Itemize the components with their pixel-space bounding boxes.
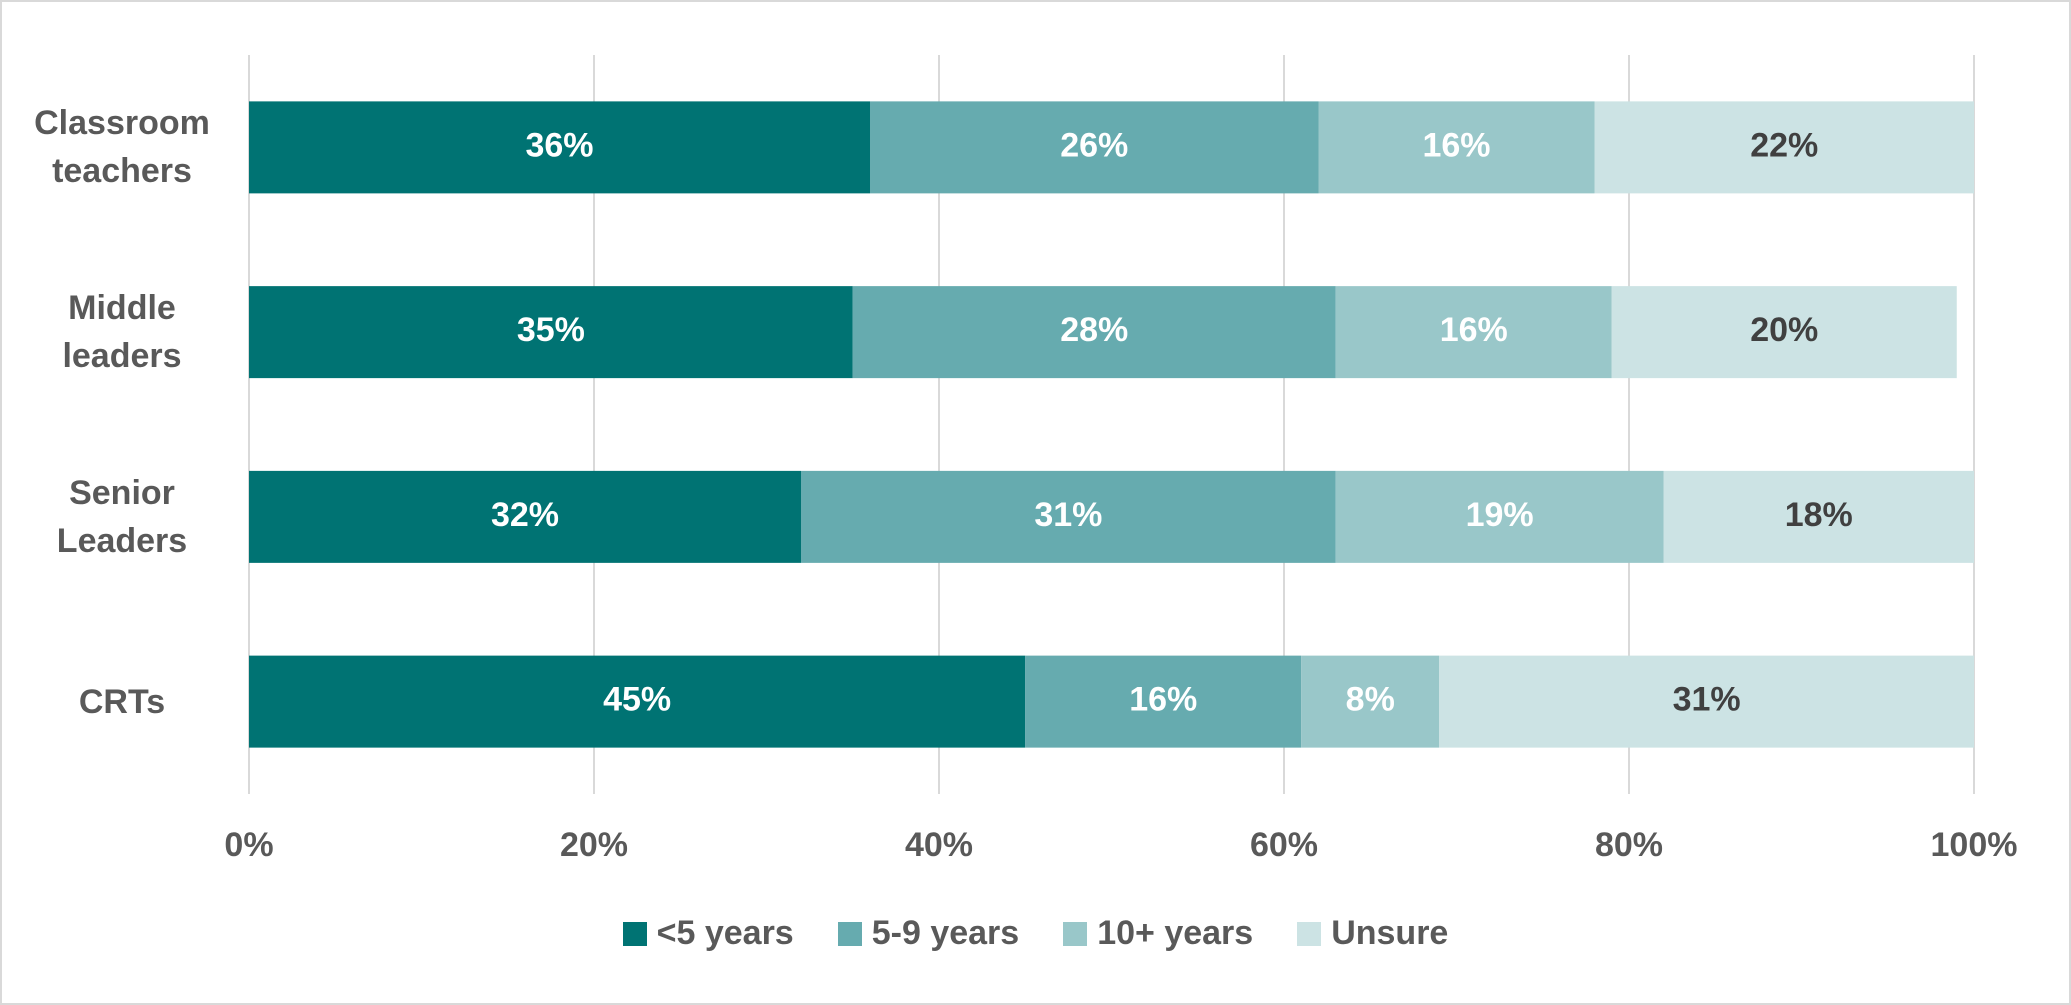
data-label: 19% bbox=[1466, 496, 1534, 534]
legend-swatch bbox=[1063, 921, 1088, 946]
x-tick-label: 80% bbox=[1595, 826, 1663, 864]
bar-segment bbox=[1318, 101, 1595, 194]
bar-segment bbox=[1025, 655, 1302, 748]
legend: <5 years 5-9 years 10+ years Unsure bbox=[2, 914, 2069, 953]
bar-segment bbox=[1335, 286, 1612, 379]
data-label: 22% bbox=[1750, 126, 1818, 164]
legend-label: 10+ years bbox=[1097, 914, 1254, 952]
y-tick-label: Senior Leaders bbox=[56, 473, 188, 560]
data-label: 16% bbox=[1440, 311, 1508, 349]
bar-segment bbox=[1301, 655, 1440, 748]
x-tick-label: 20% bbox=[560, 826, 628, 864]
data-label: 36% bbox=[525, 126, 593, 164]
y-tick-label: Classroom teachers bbox=[34, 104, 210, 191]
legend-label: 5-9 years bbox=[871, 914, 1020, 952]
legend-swatch bbox=[837, 921, 862, 946]
bar-segment bbox=[249, 101, 870, 194]
y-tick-label: CRTs bbox=[78, 682, 166, 721]
data-label: 28% bbox=[1060, 311, 1128, 349]
bar-segment bbox=[852, 286, 1336, 379]
x-tick-label: 40% bbox=[905, 826, 973, 864]
data-label: 26% bbox=[1060, 126, 1128, 164]
data-label: 35% bbox=[517, 311, 585, 349]
bar-segment bbox=[870, 101, 1319, 194]
data-label: 20% bbox=[1750, 311, 1818, 349]
data-label: 32% bbox=[491, 496, 559, 534]
bar-segment bbox=[249, 655, 1026, 748]
bar-segment bbox=[1335, 470, 1664, 563]
legend-swatch bbox=[1297, 921, 1322, 946]
bar-segment bbox=[1439, 655, 1974, 748]
data-label: 31% bbox=[1673, 681, 1741, 719]
legend-label: <5 years bbox=[656, 914, 794, 952]
x-tick-label: 60% bbox=[1250, 826, 1318, 864]
data-label: 31% bbox=[1034, 496, 1102, 534]
x-tick-label: 100% bbox=[1931, 826, 2018, 864]
y-tick-label: Middle leaders bbox=[62, 289, 182, 376]
x-tick-label: 0% bbox=[224, 826, 273, 864]
bar-segment bbox=[1611, 286, 1957, 379]
data-label: 45% bbox=[603, 681, 671, 719]
bar-segment bbox=[1663, 470, 1974, 563]
bar-segment bbox=[1594, 101, 1974, 194]
legend-swatch bbox=[622, 921, 647, 946]
legend-item: <5 years bbox=[622, 914, 794, 953]
legend-item: Unsure bbox=[1297, 914, 1448, 953]
bar-segment bbox=[249, 286, 853, 379]
legend-item: 10+ years bbox=[1063, 914, 1253, 953]
legend-label: Unsure bbox=[1331, 914, 1449, 952]
data-label: 8% bbox=[1346, 681, 1395, 719]
data-label: 16% bbox=[1422, 126, 1490, 164]
bar-segment bbox=[801, 470, 1336, 563]
legend-item: 5-9 years bbox=[837, 914, 1020, 953]
bar-segment bbox=[249, 470, 801, 563]
data-label: 16% bbox=[1129, 681, 1197, 719]
data-label: 18% bbox=[1785, 496, 1853, 534]
